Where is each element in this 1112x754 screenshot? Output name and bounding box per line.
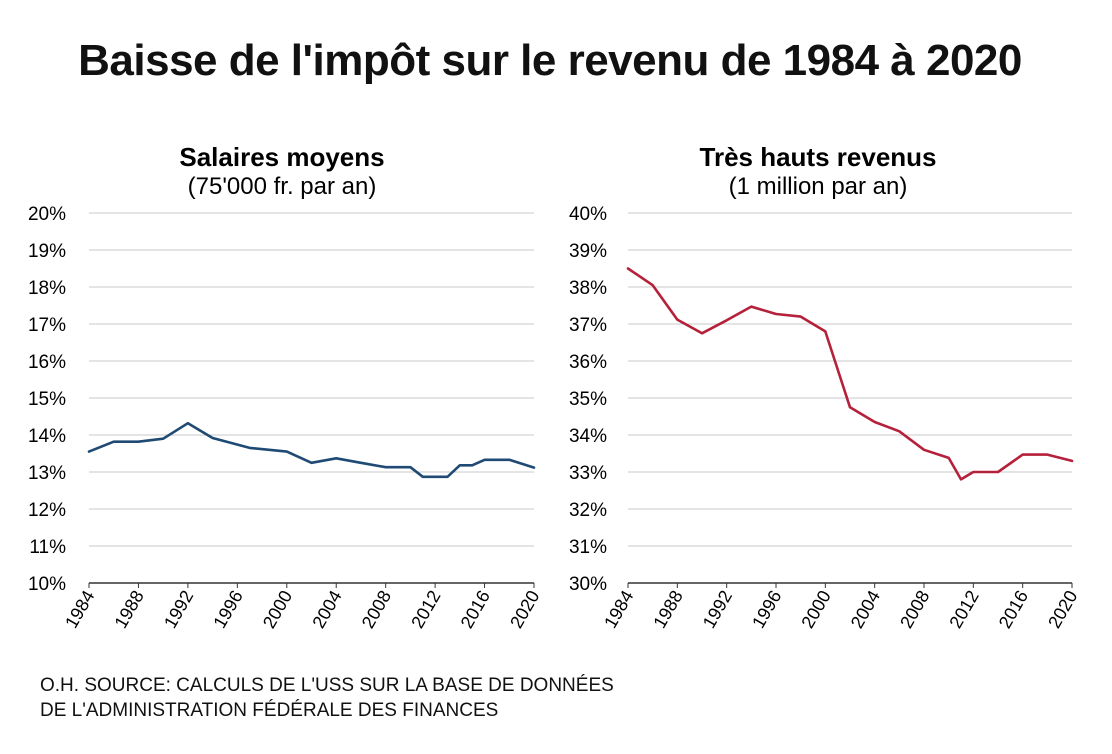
- y-tick-label: 18%: [28, 278, 66, 299]
- y-tick-label: 37%: [569, 315, 607, 336]
- y-tick-label: 11%: [29, 537, 66, 558]
- x-tick-label: 1996: [209, 587, 246, 632]
- x-tick-label: 1992: [160, 587, 197, 632]
- source-line-1: O.H. SOURCE: CALCULS DE L'USS SUR LA BAS…: [40, 675, 614, 696]
- x-tick-label: 2012: [407, 587, 444, 632]
- y-tick-label: 33%: [569, 463, 607, 484]
- y-tick-label: 38%: [569, 278, 607, 299]
- chart-title: Salaires moyens: [179, 142, 384, 172]
- y-tick-label: 10%: [28, 574, 66, 595]
- x-tick-label: 2004: [847, 587, 884, 632]
- x-tick-label: 2000: [797, 587, 834, 632]
- series-line: [87, 421, 536, 479]
- y-tick-label: 30%: [569, 574, 607, 595]
- y-tick-label: 36%: [569, 352, 607, 373]
- x-tick-label: 1984: [61, 587, 98, 632]
- y-tick-label: 39%: [569, 241, 607, 262]
- source-line-2: DE L'ADMINISTRATION FÉDÉRALE DES FINANCE…: [40, 700, 499, 721]
- chart-title: Très hauts revenus: [700, 142, 937, 172]
- x-tick-label: 1992: [699, 587, 736, 632]
- x-tick-label: 2012: [945, 587, 982, 632]
- y-tick-label: 34%: [569, 426, 607, 447]
- x-tick-label: 1996: [748, 587, 785, 632]
- series-line: [626, 267, 1074, 481]
- x-tick-label: 2000: [259, 587, 296, 632]
- y-tick-label: 35%: [569, 389, 607, 410]
- y-tick-label: 14%: [28, 426, 66, 447]
- x-tick-label: 2008: [358, 587, 395, 632]
- x-tick-label: 1988: [111, 587, 148, 632]
- source-note: O.H. SOURCE: CALCULS DE L'USS SUR LA BAS…: [40, 673, 614, 723]
- x-tick-label: 2016: [995, 587, 1032, 632]
- y-tick-label: 19%: [28, 241, 66, 262]
- y-tick-label: 16%: [28, 352, 66, 373]
- x-tick-label: 1988: [649, 587, 686, 632]
- y-tick-label: 31%: [569, 537, 607, 558]
- chart-subtitle: (75'000 fr. par an): [188, 173, 377, 200]
- chart-left: Salaires moyens(75'000 fr. par an) 20% 19%…: [28, 142, 543, 632]
- x-tick-label: 2020: [1044, 587, 1081, 632]
- main-title: Baisse de l'impôt sur le revenu de 1984 …: [78, 36, 1022, 85]
- y-tick-label: 20%: [28, 204, 66, 225]
- y-tick-label: 13%: [28, 463, 66, 484]
- y-tick-label: 32%: [569, 500, 607, 521]
- y-tick-label: 40%: [569, 204, 607, 225]
- chart-right: Très hauts revenus(1 million par an) 40% 3…: [569, 142, 1081, 632]
- x-tick-label: 2016: [457, 587, 494, 632]
- y-tick-label: 15%: [28, 389, 66, 410]
- x-tick-label: 2004: [308, 587, 345, 632]
- chart-subtitle: (1 million par an): [729, 173, 908, 200]
- x-tick-label: 2008: [896, 587, 933, 632]
- y-tick-label: 12%: [28, 500, 66, 521]
- x-tick-label: 2020: [506, 587, 543, 632]
- y-tick-label: 17%: [28, 315, 66, 336]
